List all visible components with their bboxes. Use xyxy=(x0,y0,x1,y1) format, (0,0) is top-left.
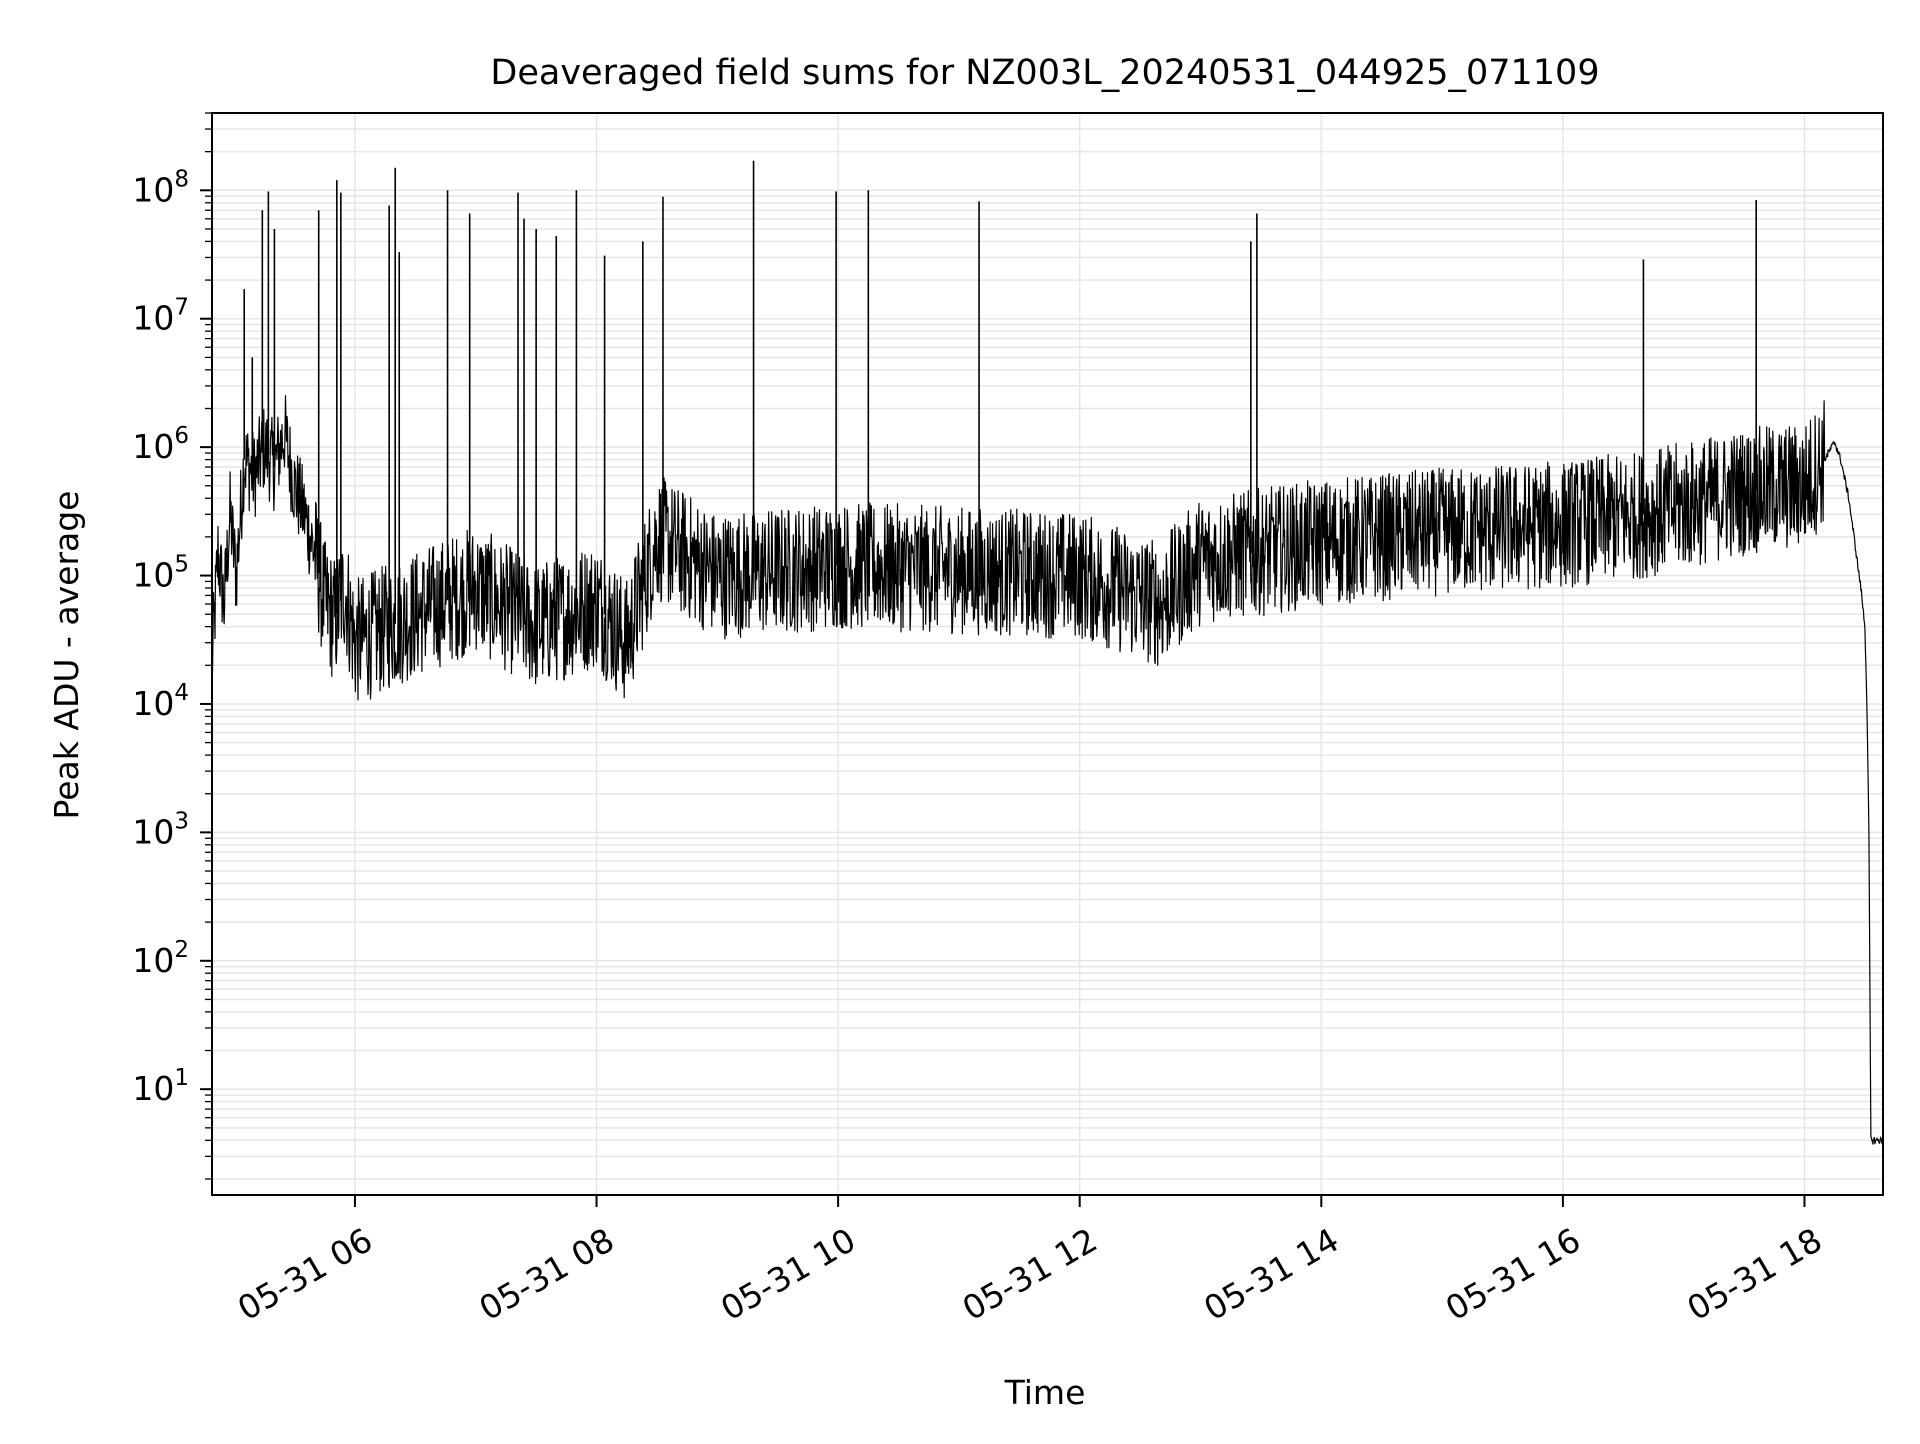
y-axis-ticks: 101 102 103 104 105 106 107 108 xyxy=(132,112,212,1180)
y-tick-label: 102 xyxy=(132,937,189,980)
x-tick-label: 05-31 18 xyxy=(1680,1220,1828,1328)
x-tick-label: 05-31 16 xyxy=(1439,1220,1587,1328)
y-tick-label: 106 xyxy=(132,423,189,466)
y-tick-label: 107 xyxy=(132,295,189,338)
y-tick-label: 103 xyxy=(132,808,189,851)
plot-area-border xyxy=(211,112,1884,1196)
data-series xyxy=(211,160,1884,1145)
y-tick-label: 104 xyxy=(132,680,189,723)
y-tick-exponent: 8 xyxy=(174,166,189,192)
y-tick-label: 108 xyxy=(132,166,189,209)
y-tick-exponent: 1 xyxy=(174,1065,189,1091)
y-axis-label: Peak ADU - average xyxy=(47,491,86,820)
chart-title: Deaveraged field sums for NZ003L_2024053… xyxy=(490,53,1599,93)
x-tick-label: 05-31 12 xyxy=(956,1220,1104,1328)
x-tick-label: 05-31 06 xyxy=(231,1220,379,1328)
y-tick-label: 101 xyxy=(132,1065,189,1108)
plot-frame xyxy=(211,112,1884,1196)
x-axis-label: Time xyxy=(1004,1373,1086,1412)
y-tick-exponent: 5 xyxy=(174,552,189,578)
x-tick-label: 05-31 14 xyxy=(1197,1220,1345,1328)
x-axis-ticks: 05-31 06 05-31 08 05-31 10 05-31 12 05-31 14… xyxy=(231,1195,1828,1328)
y-tick-exponent: 4 xyxy=(174,680,189,706)
x-tick-label: 05-31 10 xyxy=(714,1220,862,1328)
y-tick-exponent: 7 xyxy=(174,295,189,321)
y-tick-exponent: 3 xyxy=(174,808,189,834)
x-tick-label: 05-31 08 xyxy=(473,1220,621,1328)
y-tick-label: 105 xyxy=(132,552,189,595)
data-line-series xyxy=(211,395,1884,1145)
y-tick-exponent: 2 xyxy=(174,937,189,963)
y-tick-exponent: 6 xyxy=(174,423,189,449)
